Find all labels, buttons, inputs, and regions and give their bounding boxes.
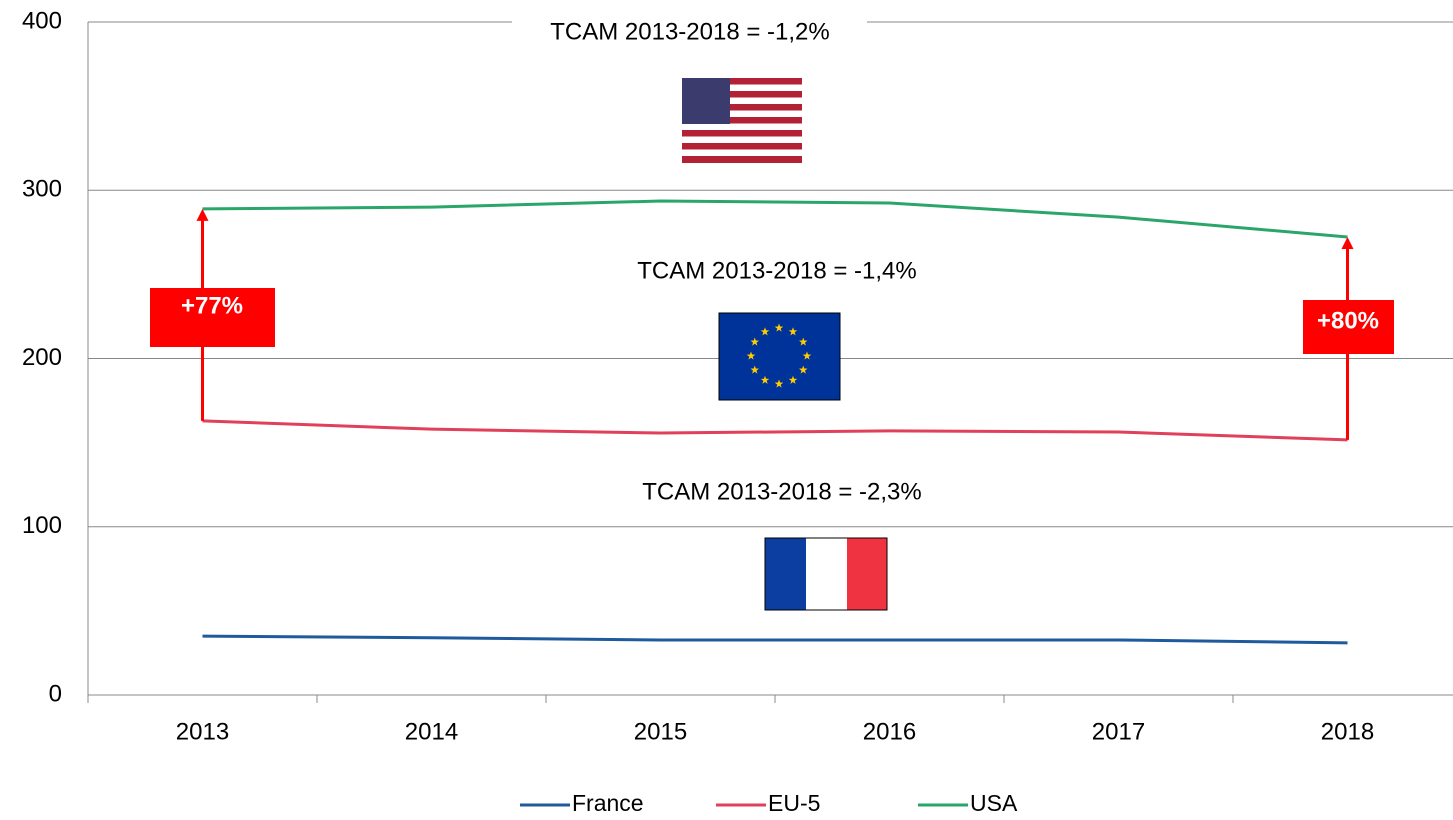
series-line [202, 199, 1348, 239]
y-tick-label: 300 [22, 176, 62, 203]
star [750, 337, 759, 346]
x-tick-label: 2017 [1092, 718, 1145, 745]
annotation: TCAM 2013-2018 = -2,3% [642, 478, 921, 505]
star [750, 365, 759, 374]
label-box [150, 288, 275, 347]
star [799, 337, 808, 346]
x-tick-label: 2018 [1321, 718, 1374, 745]
legend: France EU-5 USA [520, 790, 1018, 816]
x-tick-label: 2013 [176, 718, 229, 745]
legend-label: USA [970, 790, 1018, 816]
star [774, 323, 784, 332]
france-flag [764, 537, 888, 611]
y-tick-label: 400 [22, 7, 62, 34]
star [802, 351, 812, 360]
star [788, 327, 798, 336]
annotation: +77% [181, 292, 243, 319]
annotation-bg [600, 252, 955, 292]
eu-flag [718, 312, 841, 401]
series-line [202, 634, 1348, 645]
x-tick-label: 2016 [863, 718, 916, 745]
lines [202, 199, 1348, 645]
x-tick-label: 2015 [634, 718, 687, 745]
label-box [1303, 300, 1394, 354]
annotation: TCAM 2013-2018 = -1,2% [550, 18, 829, 45]
y-tick-label: 200 [22, 344, 62, 371]
legend-label: EU-5 [768, 790, 820, 816]
y-tick-label: 0 [49, 680, 62, 707]
usa-flag [682, 78, 802, 163]
x-tick-label: 2014 [405, 718, 458, 745]
series-line [202, 419, 1348, 442]
y-tick-label: 100 [22, 512, 62, 539]
star [774, 379, 784, 388]
annotation: +80% [1317, 307, 1379, 334]
arrow-head [196, 208, 209, 221]
star [746, 351, 756, 360]
annotation: TCAM 2013-2018 = -1,4% [637, 257, 916, 284]
annotation-bg [512, 12, 867, 52]
star [760, 327, 770, 336]
star [788, 375, 798, 384]
annotation-bg [612, 472, 955, 524]
star [799, 365, 808, 374]
star [760, 375, 770, 384]
legend-label: France [572, 790, 644, 816]
arrow-head [1341, 237, 1354, 250]
